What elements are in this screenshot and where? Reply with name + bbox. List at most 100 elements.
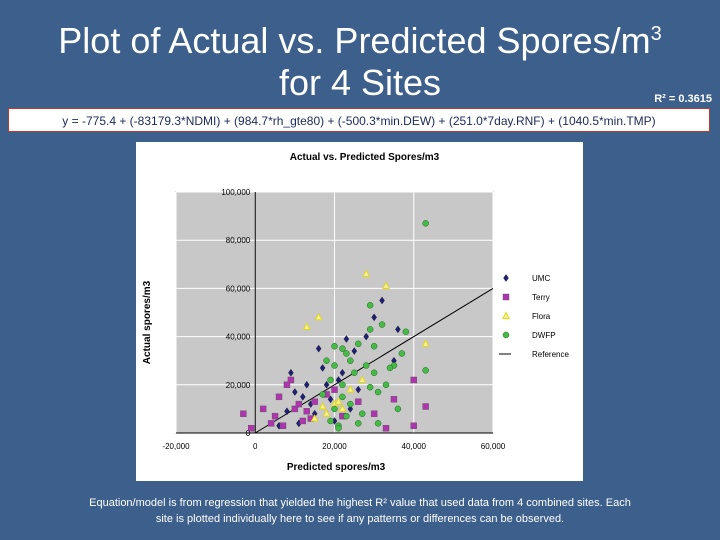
data-point-terry bbox=[303, 408, 310, 415]
title-line1: Plot of Actual vs. Predicted Spores/m bbox=[58, 20, 651, 61]
y-axis-label: Actual spores/m3 bbox=[142, 280, 153, 364]
y-tick-label: 100,000 bbox=[221, 188, 250, 197]
chart-container: 0 20,000 40,000 60,000 80,000 100,000 -20,000 0… bbox=[136, 142, 583, 481]
data-point-flora bbox=[338, 404, 347, 412]
data-point-flora bbox=[358, 375, 367, 383]
x-tick-label: 60,000 bbox=[481, 442, 506, 451]
slide-title: Plot of Actual vs. Predicted Spores/m3 f… bbox=[0, 20, 720, 104]
data-point-umc bbox=[284, 407, 290, 416]
data-point-dwfp bbox=[339, 393, 346, 401]
data-point-terry bbox=[295, 400, 303, 408]
data-point-flora bbox=[346, 385, 355, 393]
data-point-dwfp bbox=[398, 350, 406, 357]
data-point-umc bbox=[288, 368, 294, 377]
data-point-terry bbox=[382, 424, 390, 432]
data-point-flora bbox=[318, 402, 327, 410]
data-point-umc bbox=[323, 380, 330, 389]
data-point-flora bbox=[334, 397, 343, 405]
legend-marker-umc bbox=[503, 274, 509, 282]
title-superscript: 3 bbox=[650, 23, 662, 45]
data-point-umc bbox=[339, 368, 346, 377]
data-point-terry bbox=[271, 412, 279, 420]
data-point-flora bbox=[421, 339, 430, 347]
data-point-dwfp bbox=[339, 345, 346, 352]
data-point-umc bbox=[304, 380, 310, 389]
y-tick-label: 0 bbox=[246, 429, 251, 438]
data-point-terry bbox=[240, 410, 247, 417]
data-point-dwfp bbox=[323, 357, 330, 364]
data-point-umc bbox=[292, 388, 298, 396]
data-point-dwfp bbox=[327, 376, 334, 384]
footer-line1: Equation/model is from regression that y… bbox=[89, 497, 631, 509]
data-point-umc bbox=[395, 325, 401, 334]
data-point-dwfp bbox=[386, 364, 394, 372]
data-point-dwfp bbox=[331, 342, 338, 350]
scatter-chart: 0 20,000 40,000 60,000 80,000 100,000 -20,000 0… bbox=[142, 152, 569, 473]
data-point-flora bbox=[314, 312, 323, 321]
data-point-umc bbox=[347, 405, 354, 413]
data-point-umc bbox=[371, 313, 377, 322]
data-point-umc bbox=[300, 393, 306, 401]
data-point-dwfp bbox=[370, 369, 378, 376]
data-point-flora bbox=[382, 281, 390, 289]
data-point-flora bbox=[302, 322, 311, 330]
data-point-terry bbox=[267, 420, 275, 427]
footer-line2: site is plotted individually here to see… bbox=[155, 513, 565, 525]
y-tick-label: 40,000 bbox=[226, 333, 251, 342]
data-point-dwfp bbox=[343, 350, 350, 357]
legend-label-dwfp: DWFP bbox=[532, 331, 556, 340]
data-point-dwfp bbox=[370, 342, 378, 350]
data-point-flora bbox=[322, 409, 331, 417]
data-point-terry bbox=[291, 405, 299, 413]
data-point-umc bbox=[351, 347, 358, 355]
data-point-dwfp bbox=[366, 302, 374, 309]
data-point-terry bbox=[283, 381, 291, 389]
data-point-dwfp bbox=[422, 367, 429, 374]
data-point-terry bbox=[390, 396, 398, 403]
data-point-dwfp bbox=[366, 326, 374, 333]
data-point-dwfp bbox=[358, 410, 366, 417]
x-axis-label: Predicted spores/m3 bbox=[287, 462, 386, 473]
title-line2: for 4 Sites bbox=[278, 62, 442, 103]
x-tick-label: 0 bbox=[253, 442, 258, 451]
data-point-dwfp bbox=[327, 417, 334, 425]
data-point-terry bbox=[275, 393, 283, 401]
data-point-umc bbox=[363, 332, 369, 341]
y-tick-label: 60,000 bbox=[226, 284, 251, 293]
regression-equation: y = -775.4 + (-83179.3*NDMI) + (984.7*rh… bbox=[8, 108, 710, 132]
data-point-dwfp bbox=[355, 420, 362, 427]
data-point-terry bbox=[422, 403, 429, 410]
data-point-dwfp bbox=[347, 400, 354, 408]
x-tick-label: 40,000 bbox=[402, 442, 427, 451]
data-point-umc bbox=[343, 335, 350, 343]
data-point-umc bbox=[379, 296, 385, 305]
data-point-dwfp bbox=[351, 369, 358, 376]
x-tick-label: 20,000 bbox=[322, 442, 347, 451]
data-point-dwfp bbox=[374, 388, 382, 396]
y-tick-label: 20,000 bbox=[226, 381, 251, 390]
legend-label-terry: Terry bbox=[532, 293, 550, 302]
data-point-terry bbox=[370, 410, 378, 417]
data-point-umc bbox=[355, 385, 362, 394]
data-point-dwfp bbox=[362, 362, 370, 369]
data-point-dwfp bbox=[343, 412, 350, 420]
data-point-terry bbox=[287, 376, 295, 384]
legend-label-reference: Reference bbox=[532, 350, 569, 359]
data-point-dwfp bbox=[402, 328, 410, 336]
x-tick-label: -20,000 bbox=[162, 442, 190, 451]
data-point-terry bbox=[248, 424, 255, 432]
data-point-dwfp bbox=[347, 357, 354, 364]
data-point-dwfp bbox=[382, 381, 390, 389]
data-point-umc bbox=[315, 344, 322, 353]
r-squared-label: R² = 0.3615 bbox=[654, 93, 712, 105]
data-point-terry bbox=[410, 376, 417, 384]
data-point-dwfp bbox=[394, 405, 402, 413]
data-point-dwfp bbox=[378, 321, 386, 328]
data-point-dwfp bbox=[339, 381, 346, 389]
legend-marker-flora bbox=[502, 311, 510, 319]
slide-footer: Equation/model is from regression that y… bbox=[40, 495, 680, 527]
data-point-dwfp bbox=[335, 424, 342, 432]
data-point-terry bbox=[311, 398, 318, 405]
legend-label-flora: Flora bbox=[532, 312, 551, 321]
data-point-terry bbox=[355, 398, 362, 405]
